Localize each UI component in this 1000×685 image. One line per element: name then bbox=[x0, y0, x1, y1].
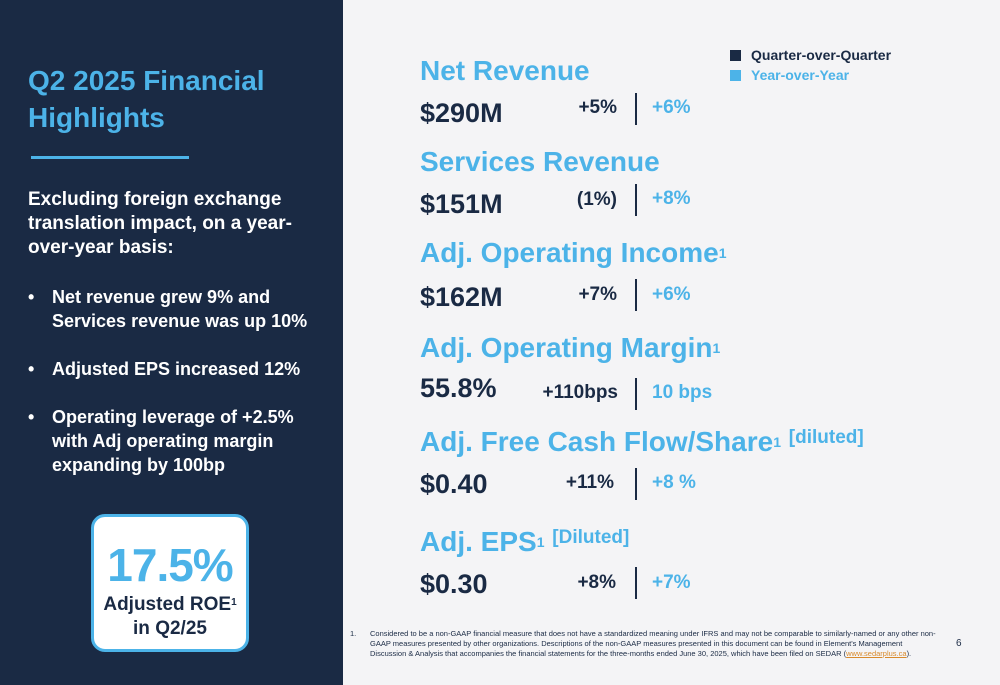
metric-title-text: Net Revenue bbox=[420, 55, 590, 86]
page-title: Q2 2025 Financial Highlights bbox=[28, 65, 265, 133]
highlight-item: • Operating leverage of +2.5% with Adj op… bbox=[28, 405, 328, 477]
metric-value: 55.8% bbox=[420, 373, 497, 403]
metric-footnote-marker: 1 bbox=[773, 434, 781, 450]
roe-label: Adjusted ROE1 bbox=[94, 593, 246, 617]
left-panel: Q2 2025 Financial Highlights Excluding f… bbox=[0, 0, 343, 685]
legend-label-qoq: Quarter-over-Quarter bbox=[751, 47, 892, 63]
metric-qoq: +110bps bbox=[542, 382, 618, 403]
metric-title: Adj. Operating Margin1 bbox=[420, 331, 720, 365]
highlight-text: Adjusted EPS increased 12% bbox=[52, 359, 301, 379]
roe-callout: 17.5% Adjusted ROE1 in Q2/25 bbox=[91, 514, 249, 652]
legend-swatch-qoq bbox=[730, 49, 741, 61]
bullet-glyph: • bbox=[28, 287, 35, 307]
metric-yoy: +8% bbox=[652, 188, 691, 209]
sedar-link[interactable]: www.sedarplus.ca bbox=[846, 649, 907, 658]
metric-footnote-marker: 1 bbox=[536, 534, 545, 550]
legend-item-yoy: Year-over-Year bbox=[730, 65, 891, 85]
roe-label-text: Adjusted ROE bbox=[103, 594, 232, 615]
metric-separator bbox=[635, 279, 637, 311]
roe-period: in Q2/25 bbox=[133, 618, 207, 639]
intro-text: Excluding foreign exchange translation i… bbox=[28, 189, 292, 258]
page-number: 6 bbox=[956, 638, 962, 649]
metric-yoy: +6% bbox=[652, 97, 691, 118]
bullet-glyph: • bbox=[28, 359, 35, 379]
metric-qoq: +8% bbox=[577, 572, 616, 593]
footnote-body: Considered to be a non-GAAP financial me… bbox=[370, 629, 936, 658]
metric-qualifier: [diluted] bbox=[788, 427, 864, 448]
metric-value: $290M bbox=[420, 98, 503, 128]
highlight-text: Operating leverage of +2.5% with Adj ope… bbox=[52, 407, 294, 475]
legend-item-qoq: Quarter-over-Quarter bbox=[730, 45, 891, 65]
metric-title: Adj. Operating Income1 bbox=[420, 236, 727, 270]
footnote-end: ). bbox=[906, 649, 912, 658]
bullet-glyph: • bbox=[28, 407, 35, 427]
metric-separator bbox=[635, 567, 637, 599]
metric-separator bbox=[635, 378, 637, 410]
metric-value: $162M bbox=[420, 282, 503, 312]
metric-yoy: +8 % bbox=[652, 472, 696, 493]
metric-qoq: +5% bbox=[578, 97, 617, 118]
metric-title: Adj. Free Cash Flow/Share1 [diluted] bbox=[420, 425, 864, 459]
metric-title-text: Adj. Operating Income bbox=[420, 237, 719, 268]
metric-qualifier: [Diluted] bbox=[552, 527, 630, 548]
metric-separator bbox=[635, 184, 637, 216]
metric-yoy: +7% bbox=[652, 572, 691, 593]
metric-yoy: 10 bps bbox=[652, 382, 713, 403]
roe-value: 17.5% bbox=[107, 539, 233, 591]
metric-title: Net Revenue bbox=[420, 54, 590, 88]
highlight-text: Net revenue grew 9% and Services revenue… bbox=[52, 287, 308, 331]
metric-footnote-marker: 1 bbox=[712, 340, 721, 356]
metric-value: $151M bbox=[420, 189, 503, 219]
metric-qoq: +11% bbox=[565, 472, 614, 493]
metric-title-text: Adj. EPS bbox=[420, 526, 537, 557]
title-underline bbox=[31, 156, 189, 159]
metric-qoq: (1%) bbox=[576, 189, 617, 210]
footnote-text: Considered to be a non-GAAP financial me… bbox=[370, 629, 940, 659]
highlight-item: • Net revenue grew 9% and Services revenu… bbox=[28, 285, 328, 333]
metric-separator bbox=[635, 93, 637, 125]
roe-footnote-marker: 1 bbox=[231, 597, 237, 608]
metric-title-text: Adj. Free Cash Flow/Share bbox=[420, 426, 774, 457]
metric-qoq: +7% bbox=[578, 284, 617, 305]
metric-title: Adj. EPS1 [Diluted] bbox=[420, 525, 629, 559]
highlights-list: • Net revenue grew 9% and Services revenu… bbox=[28, 285, 328, 501]
metric-title-text: Adj. Operating Margin bbox=[420, 332, 713, 363]
footnote-number: 1. bbox=[350, 629, 357, 638]
legend-label-yoy: Year-over-Year bbox=[751, 67, 850, 83]
legend-swatch-yoy bbox=[730, 69, 741, 81]
metric-value: $0.30 bbox=[420, 569, 488, 599]
highlight-item: • Adjusted EPS increased 12% bbox=[28, 357, 328, 381]
metric-footnote-marker: 1 bbox=[718, 245, 727, 261]
metric-yoy: +6% bbox=[652, 284, 691, 305]
metric-separator bbox=[635, 468, 637, 500]
legend: Quarter-over-Quarter Year-over-Year bbox=[730, 45, 891, 85]
metric-value: $0.40 bbox=[420, 469, 488, 499]
metric-title: Services Revenue bbox=[420, 145, 660, 179]
metric-title-text: Services Revenue bbox=[420, 146, 660, 177]
